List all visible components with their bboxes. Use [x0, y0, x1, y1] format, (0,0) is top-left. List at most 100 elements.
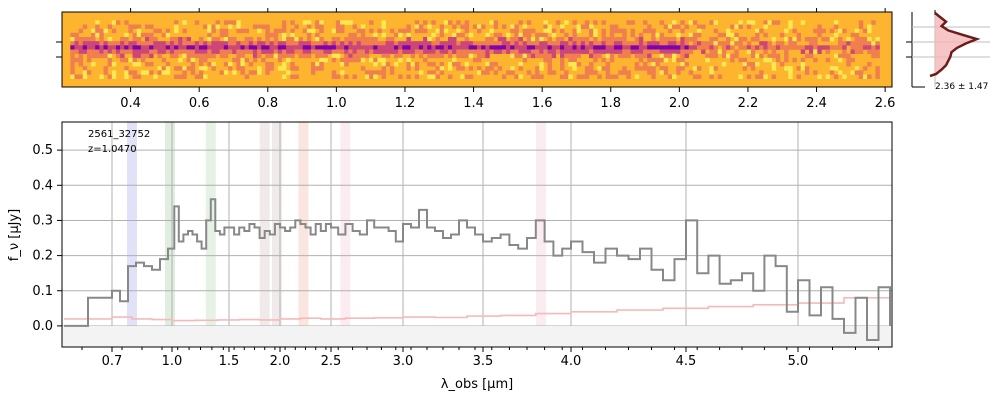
heatmap-cell: [394, 41, 399, 46]
heatmap-cell: [862, 45, 868, 50]
heatmap-cell: [472, 57, 478, 63]
heatmap-cell: [692, 20, 698, 25]
heatmap-cell: [535, 53, 540, 59]
heatmap-cell: [281, 45, 287, 50]
heatmap-cell: [730, 45, 735, 50]
heatmap-cell: [572, 66, 577, 71]
heatmap-cell: [833, 53, 839, 59]
x-tick-label: 1.0: [162, 354, 183, 369]
heatmap-cell: [771, 45, 777, 50]
heatmap-cell: [286, 70, 291, 75]
heatmap-cell: [858, 37, 864, 42]
heatmap-cell: [833, 45, 839, 50]
heatmap-cell: [223, 41, 229, 46]
heatmap-cell: [344, 74, 349, 79]
heatmap-cell: [203, 53, 208, 59]
heatmap-cell: [236, 24, 241, 29]
heatmap-cell: [572, 20, 577, 25]
heatmap-cell: [70, 70, 75, 75]
heatmap-cell: [149, 53, 154, 59]
heatmap-cell: [452, 62, 457, 67]
heatmap-cell: [186, 37, 191, 42]
heatmap-cell: [676, 49, 681, 54]
heatmap-cell: [447, 53, 453, 59]
heatmap-cell: [311, 41, 316, 46]
heatmap-cell: [385, 41, 391, 46]
heatmap-cell: [124, 20, 129, 25]
heatmap-cell: [186, 49, 191, 54]
heatmap-cell: [240, 49, 245, 54]
heatmap-cell: [111, 62, 117, 67]
heatmap-cell: [717, 49, 723, 54]
heatmap-cell: [402, 28, 407, 34]
heatmap-cell: [327, 45, 333, 50]
heatmap-cell: [568, 45, 573, 50]
heatmap-cell: [431, 74, 436, 79]
heatmap-cell: [140, 53, 146, 59]
heatmap-cell: [190, 57, 196, 63]
heatmap-cell: [381, 49, 386, 54]
heatmap-cell: [394, 32, 399, 38]
heatmap-cell: [813, 41, 818, 46]
heatmap-cell: [696, 32, 702, 38]
heatmap-cell: [124, 37, 129, 42]
heatmap-cell: [622, 45, 627, 50]
heatmap-cell: [294, 45, 299, 50]
heatmap-cell: [576, 45, 582, 50]
heatmap-cell: [381, 32, 386, 38]
heatmap-cell: [149, 41, 154, 46]
heatmap-cell: [535, 66, 540, 71]
heatmap-cell: [560, 24, 565, 29]
heatmap-cell: [688, 45, 694, 50]
heatmap-cell: [107, 49, 113, 54]
heatmap-cell: [784, 37, 789, 42]
heatmap-cell: [136, 24, 142, 29]
heatmap-cell: [236, 20, 241, 25]
heatmap-cell: [833, 24, 839, 29]
heatmap-cell: [124, 32, 129, 38]
heatmap-cell: [364, 45, 370, 50]
heatmap-cell: [477, 41, 482, 46]
heatmap-cell: [435, 49, 440, 54]
heatmap-cell: [169, 37, 175, 42]
heatmap-cell: [838, 57, 843, 63]
heatmap-cell: [352, 32, 357, 38]
heatmap-cell: [124, 49, 129, 54]
heatmap-cell: [796, 66, 801, 71]
heatmap-cell: [638, 32, 644, 38]
heatmap-cell: [128, 57, 133, 63]
heatmap-cell: [423, 20, 428, 25]
heatmap-cell: [149, 32, 154, 38]
heatmap-cell: [468, 49, 474, 54]
heatmap-cell: [734, 24, 739, 29]
heatmap-cell: [219, 28, 225, 34]
heatmap-cell: [99, 32, 104, 38]
heatmap-cell: [211, 66, 216, 71]
heatmap-cell: [800, 49, 806, 54]
heatmap-cell: [115, 20, 121, 25]
heatmap-cell: [356, 37, 362, 42]
heatmap-cell: [485, 45, 490, 50]
heatmap-cell: [211, 37, 216, 42]
heatmap-cell: [526, 28, 532, 34]
heatmap-cell: [439, 66, 445, 71]
heatmap-cell: [86, 57, 92, 63]
heatmap-cell: [862, 66, 868, 71]
heatmap-cell: [850, 41, 855, 46]
heatmap-cell: [564, 45, 569, 50]
heatmap-cell: [568, 41, 573, 46]
heatmap-cell: [551, 28, 557, 34]
heatmap-cell: [319, 62, 324, 67]
heatmap-cell: [182, 37, 187, 42]
heatmap-cell: [846, 62, 851, 67]
heatmap-cell: [838, 28, 843, 34]
heatmap-cell: [269, 62, 274, 67]
heatmap-cell: [223, 28, 229, 34]
heatmap-cell: [443, 49, 449, 54]
heatmap-cell: [145, 37, 150, 42]
heatmap-cell: [477, 66, 482, 71]
heatmap-cell: [684, 49, 689, 54]
heatmap-cell: [850, 45, 855, 50]
heatmap-cell: [319, 53, 324, 59]
heatmap-cell: [70, 53, 75, 59]
